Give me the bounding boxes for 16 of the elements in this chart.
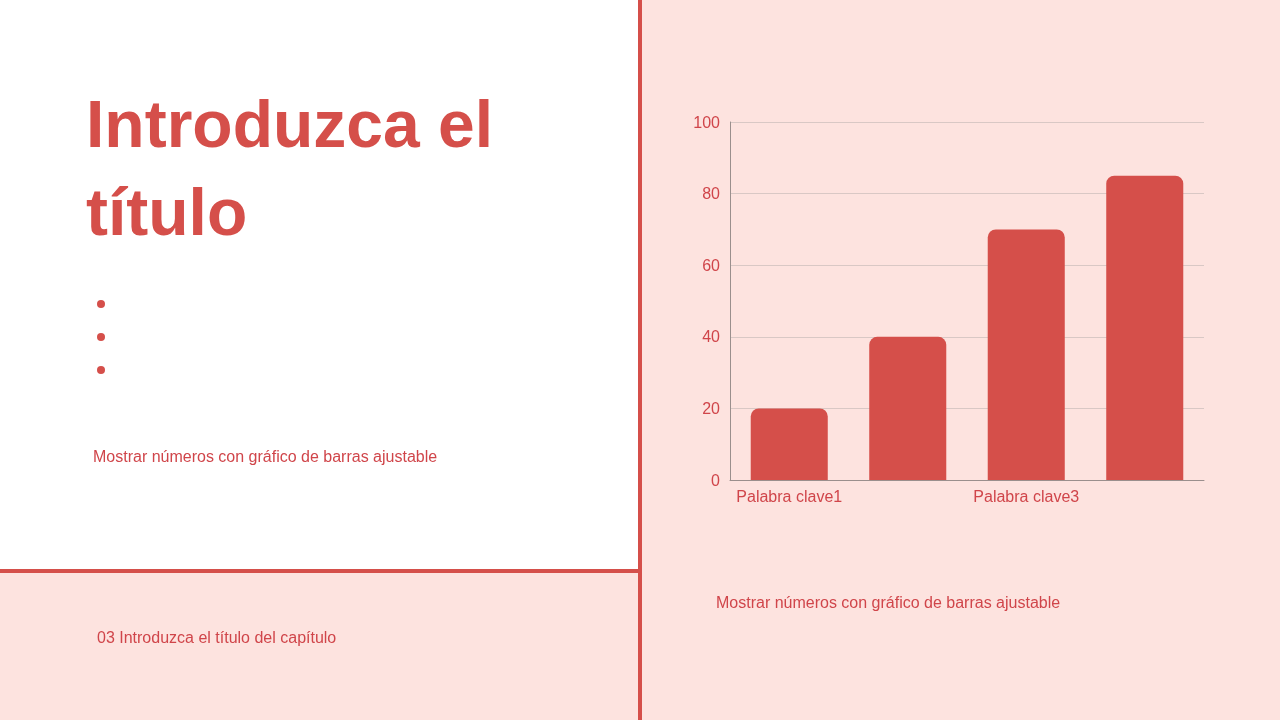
y-tick-label: 20: [702, 399, 721, 417]
bar: [869, 336, 947, 480]
bar: [750, 408, 828, 480]
bar: [1106, 175, 1184, 480]
y-tick-label: 40: [702, 328, 721, 346]
text: 03 Introduzca el título del capítulo: [97, 629, 337, 647]
text: Mostrar números con gráfico de barras ajustable: [93, 448, 438, 466]
y-tick-label: 60: [702, 256, 721, 274]
y-tick-label: 0: [711, 471, 721, 489]
x-tick-label: Palabra clave1: [736, 487, 843, 505]
text: Mostrar números con gráfico de barras ajustable: [716, 594, 1061, 612]
chart-title: Introduzca el título: [86, 86, 495, 251]
x-tick-label: Palabra clave3: [973, 487, 1080, 505]
bar: [987, 229, 1065, 480]
y-tick-label: 80: [702, 185, 721, 203]
y-tick-label: 100: [693, 113, 721, 131]
